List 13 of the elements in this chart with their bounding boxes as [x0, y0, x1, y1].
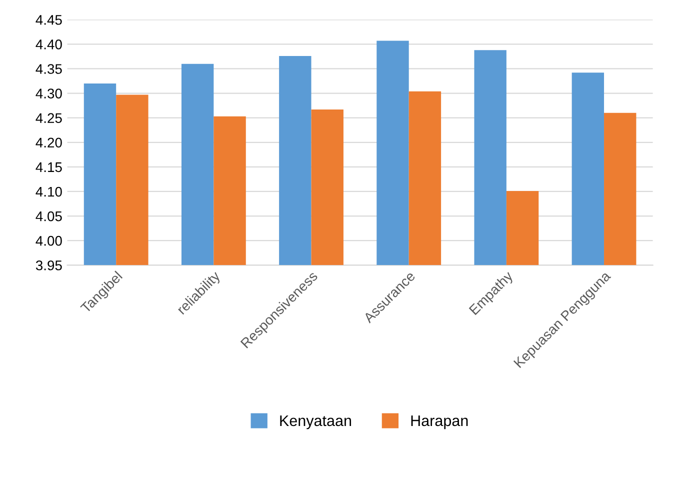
y-tick-label: 4.00 [36, 236, 62, 246]
legend-label: Harapan [411, 415, 468, 430]
y-tick-label: 4.20 [36, 138, 62, 148]
y-tick-label: 4.45 [36, 15, 62, 25]
y-tick-label: 4.10 [36, 186, 62, 197]
y-tick-label: 4.40 [36, 40, 62, 50]
legend-label: Kenyataan [280, 415, 352, 430]
y-tick-label: 4.25 [36, 113, 62, 124]
y-tick-label: 3.95 [36, 260, 62, 270]
y-tick-label: 4.35 [36, 64, 62, 74]
y-tick-label: 4.15 [36, 162, 62, 172]
y-tick-label: 4.05 [36, 211, 62, 222]
y-tick-label: 4.30 [36, 88, 62, 98]
